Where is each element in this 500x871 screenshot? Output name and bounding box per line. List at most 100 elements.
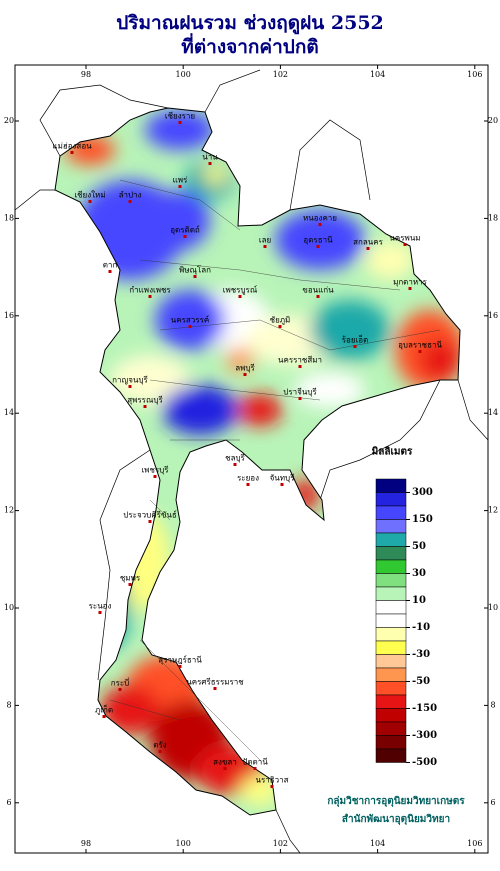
- station-dot: [318, 223, 322, 226]
- legend-swatch: [375, 546, 407, 561]
- station-dot: [418, 350, 422, 353]
- station-dot: [183, 235, 187, 238]
- station-dot: [70, 151, 74, 154]
- lon-tick-label: 100: [176, 839, 191, 848]
- legend-swatch: [375, 532, 407, 547]
- province-label: สงขลา: [213, 758, 237, 767]
- legend-swatch: [375, 559, 407, 574]
- station-dot: [128, 583, 132, 586]
- station-dot: [280, 483, 284, 486]
- lon-tick-label: 106: [467, 839, 482, 848]
- station-dot: [102, 715, 106, 718]
- legend-swatch: [375, 573, 407, 588]
- station-dot: [193, 275, 197, 278]
- station-dot: [178, 185, 182, 188]
- lat-tick-label: 20: [4, 116, 14, 125]
- legend-swatch: [375, 681, 407, 696]
- station-dot: [298, 397, 302, 400]
- station-dot: [270, 785, 274, 788]
- station-dot: [153, 475, 157, 478]
- province-label: ประจวบคีรีขันธ์: [123, 510, 177, 520]
- lat-tick-label: 20: [488, 116, 498, 125]
- province-label: จันทบุรี: [270, 474, 296, 483]
- legend-label: 300: [412, 487, 433, 498]
- station-dot: [128, 385, 132, 388]
- province-label: ภูเก็ต: [95, 705, 113, 716]
- lat-tick-label: 16: [4, 311, 14, 320]
- legend-label: -10: [412, 622, 430, 633]
- station-dot: [178, 121, 182, 124]
- neighbor-borders: [14, 69, 489, 854]
- province-label: ปราจีนบุรี: [283, 388, 317, 397]
- station-dot: [213, 687, 217, 690]
- lat-tick-label: 14: [4, 408, 14, 417]
- lat-tick-label: 10: [488, 603, 498, 612]
- station-dot: [253, 767, 257, 770]
- province-label: สุพรรณบุรี: [127, 396, 163, 405]
- map-frame: [14, 64, 489, 854]
- province-label: สุราษฎร์ธานี: [158, 655, 202, 665]
- legend-swatch: [375, 586, 407, 601]
- province-label: ปัตตานี: [242, 758, 268, 767]
- station-dot: [316, 295, 320, 298]
- legend-swatch: [375, 735, 407, 750]
- legend-swatch: [375, 519, 407, 534]
- province-label: เชียงราย: [165, 112, 195, 121]
- subtitle: ที่ต่างจากค่าปกติ: [181, 33, 318, 58]
- station-dot: [88, 200, 92, 203]
- station-dot: [278, 325, 282, 328]
- lon-tick-label: 98: [81, 70, 91, 79]
- lat-tick-label: 18: [4, 213, 14, 222]
- province-label: สกลนคร: [353, 238, 383, 247]
- province-label: นครศรีธรรมราช: [186, 678, 244, 687]
- lon-tick-label: 106: [467, 70, 482, 79]
- legend-label: 150: [412, 514, 433, 525]
- province-label: ลพบุรี: [235, 364, 255, 373]
- province-label: อุดรธานี: [303, 236, 333, 245]
- province-label: อุบลราชธานี: [398, 341, 442, 350]
- lon-tick-label: 98: [81, 839, 91, 848]
- lon-tick-label: 104: [370, 839, 385, 848]
- lat-tick-label: 6: [490, 798, 495, 807]
- station-dot: [223, 767, 227, 770]
- lat-tick-label: 10: [4, 603, 14, 612]
- legend-swatch: [375, 600, 407, 615]
- legend-swatch: [375, 505, 407, 520]
- station-dot: [246, 483, 250, 486]
- legend-label: -50: [412, 676, 430, 687]
- legend-swatch: [375, 627, 407, 642]
- province-label: ร้อยเอ็ด: [342, 335, 369, 345]
- legend-label: 10: [412, 595, 426, 606]
- station-dot: [263, 245, 267, 248]
- legend-title: มิลลิเมตร: [372, 446, 413, 458]
- station-dot: [243, 373, 247, 376]
- lat-tick-label: 12: [488, 506, 498, 515]
- province-label: ตรัง: [153, 741, 166, 750]
- legend-label: -150: [412, 703, 437, 714]
- province-label: นครราชสีมา: [278, 356, 322, 365]
- station-dot: [366, 247, 370, 250]
- province-label: เลย: [259, 236, 271, 245]
- province-label: ชุมพร: [120, 574, 141, 583]
- lon-tick-label: 102: [273, 70, 288, 79]
- province-label: กำแพงเพชร: [129, 286, 171, 295]
- lat-tick-label: 16: [488, 311, 498, 320]
- province-label: มุกดาหาร: [393, 278, 428, 287]
- station-dot: [208, 162, 212, 165]
- legend-swatch: [375, 654, 407, 669]
- province-label: ลำปาง: [119, 191, 142, 200]
- credit-line: กลุ่มวิชาการอุตุนิยมวิทยาเกษตร: [327, 795, 465, 807]
- province-label: น่าน: [202, 153, 218, 162]
- province-label: นครสวรรค์: [171, 315, 209, 325]
- province-label: หนองคาย: [303, 214, 337, 223]
- legend-label: 30: [412, 568, 426, 579]
- station-dot: [298, 365, 302, 368]
- lat-tick-label: 8: [6, 700, 11, 709]
- legend-swatch: [375, 478, 407, 493]
- province-label: กาญจนบุรี: [112, 376, 148, 385]
- province-label: ขอนแก่น: [302, 286, 334, 295]
- legend-swatch: [375, 613, 407, 628]
- legend-swatch: [375, 640, 407, 655]
